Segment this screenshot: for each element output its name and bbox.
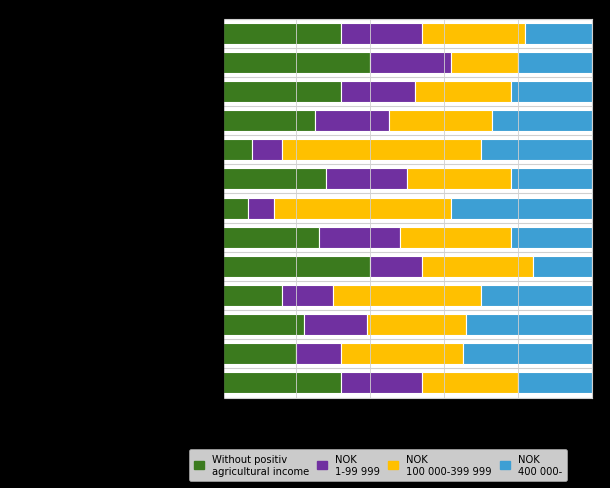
Bar — [304, 315, 367, 335]
Bar — [315, 111, 389, 132]
Bar — [296, 344, 341, 365]
Bar — [223, 82, 341, 102]
Bar — [326, 169, 407, 190]
Bar — [370, 53, 451, 74]
Bar — [389, 111, 492, 132]
Bar — [282, 140, 481, 161]
Bar — [370, 256, 422, 277]
Bar — [223, 140, 252, 161]
Bar — [407, 169, 511, 190]
Bar — [518, 373, 592, 394]
Bar — [511, 169, 592, 190]
Bar — [341, 344, 462, 365]
Bar — [462, 344, 592, 365]
Bar — [466, 315, 592, 335]
Bar — [451, 198, 592, 219]
Bar — [481, 140, 592, 161]
Bar — [223, 256, 370, 277]
Bar — [415, 82, 511, 102]
Bar — [318, 227, 400, 248]
Bar — [422, 23, 525, 44]
Bar — [223, 169, 326, 190]
Bar — [422, 256, 533, 277]
Bar — [223, 373, 341, 394]
Bar — [274, 198, 451, 219]
Bar — [223, 198, 248, 219]
Bar — [533, 256, 592, 277]
Bar — [422, 373, 518, 394]
Bar — [248, 198, 274, 219]
Bar — [451, 53, 518, 74]
Bar — [341, 23, 422, 44]
Bar — [223, 111, 315, 132]
Bar — [525, 23, 592, 44]
Bar — [223, 227, 318, 248]
Bar — [282, 285, 333, 306]
Bar — [367, 315, 466, 335]
Bar — [511, 82, 592, 102]
Bar — [341, 82, 415, 102]
Bar — [252, 140, 282, 161]
Bar — [223, 315, 304, 335]
Bar — [333, 285, 481, 306]
Bar — [400, 227, 511, 248]
Bar — [223, 53, 370, 74]
Bar — [223, 23, 341, 44]
Legend: Without positiv
agricultural income, NOK
1-99 999, NOK
100 000-399 999, NOK
400 : Without positiv agricultural income, NOK… — [189, 449, 567, 481]
Bar — [511, 227, 592, 248]
Bar — [223, 344, 296, 365]
Bar — [492, 111, 592, 132]
Bar — [223, 285, 282, 306]
Bar — [518, 53, 592, 74]
Bar — [341, 373, 422, 394]
Bar — [481, 285, 592, 306]
